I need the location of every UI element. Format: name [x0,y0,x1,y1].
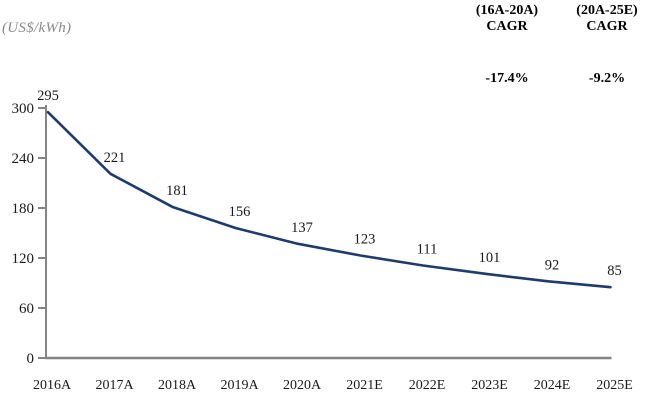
cagr-value: -17.4% [485,71,529,86]
data-point-label: 181 [166,183,188,199]
y-axis-unit-label: (US$/kWh) [2,20,72,36]
data-point-label: 137 [291,220,313,236]
data-point-label: 123 [354,232,376,248]
y-tick-label: 300 [12,101,35,117]
cagr-word-label: CAGR [486,19,528,34]
y-tick-label: 60 [19,301,34,317]
x-axis-label: 2024E [534,378,571,393]
cagr-value: -9.2% [588,71,626,86]
y-tick-label: 0 [27,351,35,367]
data-point-label: 85 [607,263,622,279]
data-point-label: 221 [104,150,126,166]
data-point-label: 101 [479,250,501,266]
cagr-period-label: (16A-20A) [475,3,539,18]
data-point-label: 295 [37,88,59,104]
y-tick-label: 180 [12,201,35,217]
x-axis-label: 2017A [95,378,134,393]
price-trend-line [46,110,612,289]
x-axis-label: 2020A [283,378,322,393]
x-axis-label: 2022E [409,378,446,393]
y-tick-label: 120 [12,251,35,267]
x-axis-label: 2023E [471,378,508,393]
cagr-word-label: CAGR [586,19,628,34]
x-axis-label: 2018A [158,378,197,393]
x-axis-label: 2025E [596,378,633,393]
data-point-label: 156 [229,204,251,220]
cagr-column-16a-20a: (16A-20A) CAGR -17.4% [457,3,557,87]
cagr-period-label: (20A-25E) [576,3,638,18]
x-axis-label: 2019A [220,378,259,393]
x-axis-label: 2021E [346,378,383,393]
x-axis-label: 2016A [33,378,72,393]
y-tick-label: 240 [12,151,35,167]
cagr-column-20a-25e: (20A-25E) CAGR -9.2% [557,3,646,87]
data-point-label: 111 [417,242,438,258]
data-point-label: 92 [545,257,560,273]
